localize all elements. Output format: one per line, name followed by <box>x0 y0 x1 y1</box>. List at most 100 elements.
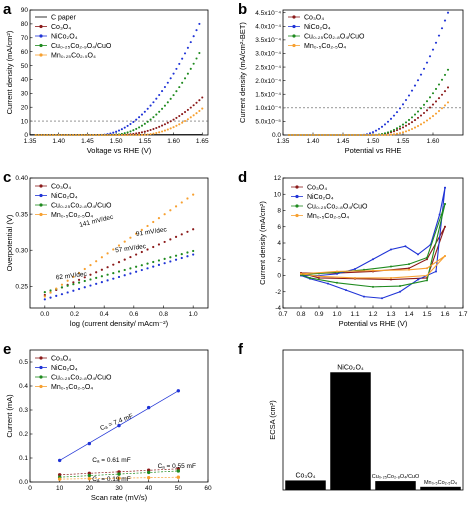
data-point <box>152 116 155 119</box>
bar <box>330 372 371 490</box>
data-point <box>189 41 192 44</box>
data-point <box>72 281 75 284</box>
data-point <box>437 83 441 86</box>
data-point <box>413 84 417 87</box>
data-point <box>152 260 155 264</box>
x-tick-label: 1.55 <box>139 138 152 145</box>
legend-entry: Co₃O₄ <box>51 183 71 190</box>
data-point <box>434 87 438 91</box>
data-point <box>189 106 192 109</box>
data-point <box>428 96 432 99</box>
data-point <box>172 126 175 129</box>
data-point <box>163 85 166 89</box>
data-point <box>117 270 121 273</box>
data-point <box>419 114 423 117</box>
data-point <box>186 118 189 121</box>
data-point <box>63 133 66 137</box>
data-point <box>183 111 187 114</box>
data-point <box>77 271 81 275</box>
legend-entry: Co₃O₄ <box>51 355 71 362</box>
data-point <box>443 73 447 76</box>
data-point <box>109 133 112 137</box>
legend-marker <box>292 15 296 19</box>
series-2 <box>43 249 195 294</box>
y-tick-label: -2 <box>275 289 281 296</box>
data-point <box>163 123 166 126</box>
data-point <box>126 131 129 134</box>
bar-label: Co₃O₄ <box>295 472 315 479</box>
x-tick-label: 0.8 <box>296 311 305 318</box>
data-point <box>401 103 405 106</box>
data-point <box>347 133 351 137</box>
data-point <box>40 133 43 137</box>
data-point <box>169 77 172 80</box>
data-point <box>106 252 109 255</box>
data-point <box>129 122 132 126</box>
cv-point <box>345 289 347 292</box>
data-point <box>419 107 423 110</box>
data-point <box>407 129 411 132</box>
legend-marker <box>39 384 43 389</box>
data-point <box>55 294 58 297</box>
legend-marker <box>39 212 43 217</box>
series-2 <box>287 68 450 137</box>
data-point <box>132 129 135 132</box>
x-tick-label: 1.50 <box>367 138 380 145</box>
data-point <box>383 123 387 126</box>
data-point <box>169 238 172 241</box>
data-point <box>374 129 378 132</box>
data-point <box>172 94 175 97</box>
data-point <box>155 97 158 100</box>
data-point <box>386 120 390 123</box>
cv-point <box>417 253 419 256</box>
data-point <box>135 253 138 256</box>
data-point <box>377 127 381 130</box>
data-point <box>195 112 198 115</box>
cv-point <box>354 276 356 279</box>
data-point <box>198 99 201 102</box>
legend-marker <box>295 204 299 208</box>
panel-label: f <box>238 341 244 358</box>
data-point <box>135 133 138 137</box>
data-point <box>157 263 161 266</box>
data-point <box>103 133 106 137</box>
data-point <box>166 121 169 124</box>
data-point <box>83 133 86 137</box>
data-point <box>140 124 144 127</box>
data-point <box>117 129 121 132</box>
data-point <box>66 133 69 137</box>
x-tick-label: 30 <box>115 485 123 492</box>
data-point <box>163 104 166 107</box>
fit-line <box>59 470 179 478</box>
data-point <box>186 230 189 233</box>
data-point <box>37 133 40 137</box>
data-point <box>152 127 155 131</box>
data-point <box>368 132 372 135</box>
data-point <box>398 125 402 128</box>
y-tick-label: 3.0x10⁻⁴ <box>255 51 281 58</box>
data-point <box>440 107 444 110</box>
legend-marker <box>292 34 296 38</box>
series-1 <box>57 389 181 463</box>
data-point <box>92 133 95 137</box>
data-point <box>374 133 378 137</box>
data-point <box>410 116 414 119</box>
data-point <box>89 273 92 276</box>
data-point <box>192 249 195 253</box>
data-point <box>161 107 164 110</box>
data-point <box>123 258 126 261</box>
data-point <box>60 293 64 296</box>
data-point <box>428 55 432 58</box>
y-tick-label: 0.25 <box>15 284 28 291</box>
data-point <box>152 101 155 104</box>
data-point <box>158 93 161 97</box>
data-point <box>401 131 405 134</box>
data-point <box>371 133 375 137</box>
data-point <box>362 133 366 137</box>
data-point <box>123 240 126 243</box>
data-point <box>112 248 115 251</box>
data-point <box>431 48 435 51</box>
data-point <box>178 86 181 89</box>
data-point <box>290 133 294 137</box>
data-point <box>404 99 408 102</box>
